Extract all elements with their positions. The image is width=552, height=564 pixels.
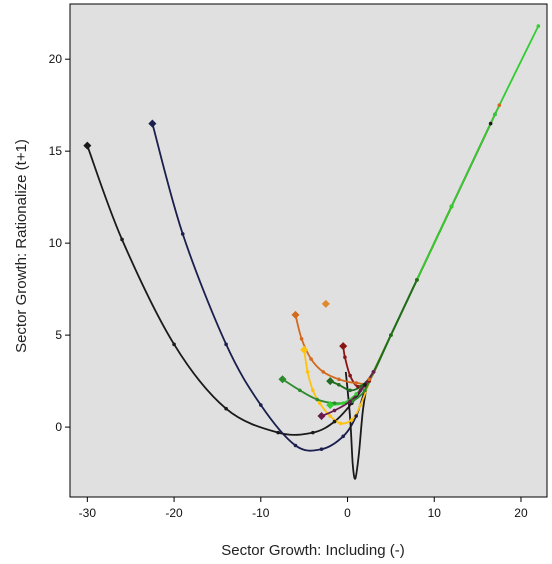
- x-tick-label: 10: [428, 506, 442, 520]
- series-6-point-3: [311, 388, 315, 393]
- series-1-point-5: [276, 430, 280, 435]
- series-start-point-2: [148, 119, 157, 128]
- series-4-point-4: [356, 384, 360, 389]
- x-tick-label: 0: [344, 506, 351, 520]
- series-6-point-6: [338, 421, 343, 426]
- series-2-point-3: [224, 342, 228, 347]
- series-start-point-8: [326, 400, 335, 410]
- series-10-point-4: [358, 388, 363, 393]
- series-5-point-2: [299, 336, 304, 341]
- series-2-point-4: [259, 403, 263, 407]
- x-tick-label: -20: [165, 506, 183, 520]
- x-axis-title: Sector Growth: Including (-): [221, 542, 404, 559]
- series-start-point-1: [83, 141, 92, 150]
- y-axis-title: Sector Growth: Rationalize (t+1): [13, 139, 30, 353]
- series-9-point-6: [389, 333, 393, 337]
- series-7-point-2: [298, 388, 302, 393]
- series-start-point-9: [326, 377, 335, 386]
- series-9-point-2: [337, 382, 341, 387]
- series-6-point-2: [305, 370, 310, 374]
- y-tick-label: 5: [55, 328, 62, 342]
- series-9-point-7: [415, 278, 419, 282]
- series-5-point-3: [309, 357, 313, 361]
- series-7-point-4: [332, 401, 337, 405]
- x-tick-label: 20: [514, 506, 528, 520]
- series-8-point-2: [341, 401, 345, 405]
- x-tick-label: -10: [252, 506, 270, 520]
- series-5-point-5: [337, 377, 341, 382]
- x-tick-label: -30: [79, 506, 97, 520]
- y-tick-label: 0: [55, 420, 62, 434]
- series-2-point-6: [319, 447, 324, 451]
- series-7-point-6: [363, 388, 367, 393]
- series-6-point-4: [317, 401, 322, 405]
- series-2-point-8: [354, 414, 359, 418]
- series-start-point-7: [278, 375, 287, 384]
- series-2-point-5: [293, 443, 298, 448]
- series-10-point-5: [371, 370, 376, 374]
- series-6-point-5: [328, 414, 332, 418]
- series-9-point-3: [348, 388, 352, 393]
- series-1-point-6: [311, 430, 315, 435]
- series-1-point-2: [120, 237, 124, 242]
- series-start-point-6: [300, 345, 309, 354]
- series-6-point-7: [350, 417, 354, 422]
- series-9-point-4: [358, 384, 363, 389]
- series-8-point-3: [354, 392, 359, 396]
- series-1-point-9: [363, 382, 367, 387]
- y-tick-label: 10: [49, 236, 63, 250]
- series-8-point-7: [449, 204, 454, 209]
- series-4-point-2: [343, 355, 347, 359]
- y-tick-label: 20: [49, 52, 63, 66]
- series-1-point-3: [172, 342, 176, 347]
- series-5-point-11: [497, 103, 502, 107]
- series-2-point-2: [180, 232, 185, 236]
- y-tick-label: 15: [49, 144, 63, 158]
- series-10-point-2: [332, 408, 337, 413]
- series-start-point-11: [321, 299, 330, 308]
- series-4-point-3: [348, 373, 352, 378]
- series-start-point-4: [339, 342, 348, 351]
- series-1-point-14: [488, 121, 493, 126]
- plot-frame: [69, 3, 548, 498]
- series-8-point-8: [493, 112, 497, 117]
- axes-layer: -30 -20 -10 0 10 20 0 5 10 15 20: [49, 52, 528, 520]
- series-2-point-7: [341, 434, 345, 439]
- series-10-point-3: [348, 399, 352, 404]
- series-7-point-3: [315, 397, 319, 402]
- series-5-point-6: [354, 381, 359, 385]
- series-start-point-5: [291, 310, 300, 319]
- series-6-point-8: [358, 403, 363, 407]
- series-5-point-7: [367, 377, 372, 382]
- series-1-point-7: [332, 419, 337, 424]
- series-1-point-4: [224, 406, 228, 411]
- series-5-point-4: [321, 370, 326, 374]
- series-start-point-10: [317, 412, 326, 421]
- markers-layer: [83, 24, 541, 451]
- series-8-point-9: [536, 24, 541, 28]
- plot-area: [70, 4, 547, 497]
